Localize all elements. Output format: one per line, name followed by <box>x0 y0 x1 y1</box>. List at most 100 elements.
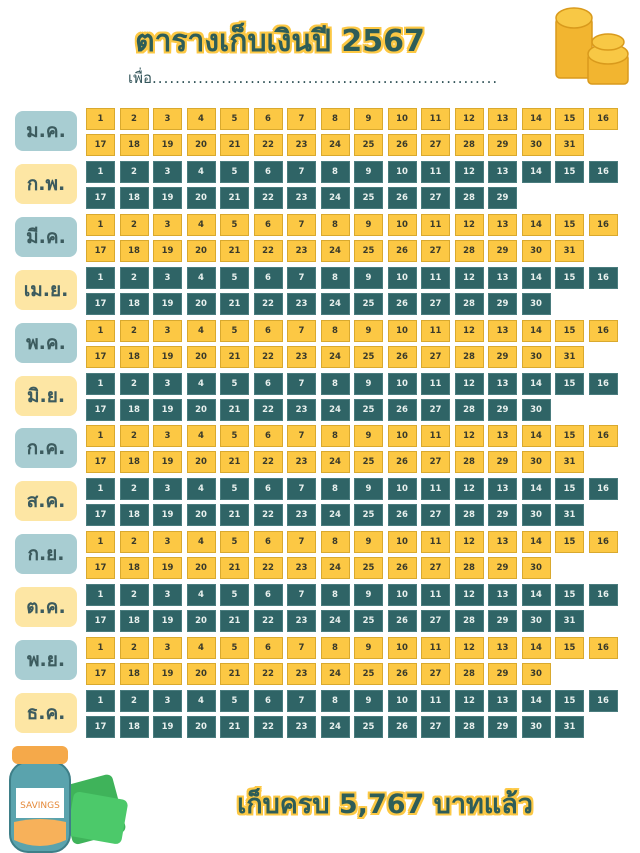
day-cell[interactable]: 4 <box>186 531 216 554</box>
day-cell[interactable]: 14 <box>521 584 551 607</box>
day-cell[interactable]: 16 <box>588 372 618 395</box>
day-cell[interactable]: 7 <box>287 319 316 342</box>
day-cell[interactable]: 19 <box>153 134 182 156</box>
day-cell[interactable]: 29 <box>488 292 517 315</box>
day-cell[interactable]: 31 <box>555 451 584 474</box>
day-cell[interactable]: 18 <box>119 398 149 421</box>
day-cell[interactable]: 30 <box>521 504 551 527</box>
day-cell[interactable]: 25 <box>354 610 383 633</box>
day-cell[interactable]: 19 <box>153 239 182 262</box>
day-cell[interactable]: 13 <box>488 478 517 501</box>
day-cell[interactable]: 25 <box>354 451 383 474</box>
day-cell[interactable]: 4 <box>186 213 216 236</box>
day-cell[interactable]: 28 <box>454 345 484 368</box>
day-cell[interactable]: 22 <box>253 610 283 633</box>
day-cell[interactable]: 19 <box>153 292 182 315</box>
day-cell[interactable]: 15 <box>555 319 584 342</box>
day-cell[interactable]: 3 <box>153 213 182 236</box>
day-cell[interactable]: 6 <box>253 266 283 289</box>
day-cell[interactable]: 11 <box>421 372 450 395</box>
day-cell[interactable]: 21 <box>220 239 249 262</box>
day-cell[interactable]: 5 <box>220 372 249 395</box>
day-cell[interactable]: 5 <box>220 425 249 448</box>
day-cell[interactable]: 27 <box>421 239 450 262</box>
day-cell[interactable]: 15 <box>555 637 584 659</box>
day-cell[interactable]: 26 <box>387 134 417 156</box>
day-cell[interactable]: 7 <box>287 584 316 607</box>
day-cell[interactable]: 6 <box>253 584 283 607</box>
day-cell[interactable]: 18 <box>119 557 149 580</box>
day-cell[interactable]: 5 <box>220 160 249 183</box>
day-cell[interactable]: 29 <box>488 239 517 262</box>
day-cell[interactable]: 17 <box>86 345 115 368</box>
day-cell[interactable]: 30 <box>521 663 551 685</box>
day-cell[interactable]: 21 <box>220 715 249 738</box>
day-cell[interactable]: 31 <box>555 239 584 262</box>
day-cell[interactable]: 8 <box>320 425 350 448</box>
day-cell[interactable]: 11 <box>421 108 450 130</box>
day-cell[interactable]: 31 <box>555 610 584 633</box>
day-cell[interactable]: 7 <box>287 108 316 130</box>
day-cell[interactable]: 1 <box>86 160 115 183</box>
day-cell[interactable]: 2 <box>119 425 149 448</box>
day-cell[interactable]: 21 <box>220 504 249 527</box>
day-cell[interactable]: 23 <box>287 557 316 580</box>
day-cell[interactable]: 20 <box>186 451 216 474</box>
day-cell[interactable]: 15 <box>555 108 584 130</box>
day-cell[interactable]: 28 <box>454 610 484 633</box>
day-cell[interactable]: 10 <box>387 637 417 659</box>
day-cell[interactable]: 23 <box>287 451 316 474</box>
day-cell[interactable]: 19 <box>153 504 182 527</box>
day-cell[interactable]: 8 <box>320 108 350 130</box>
day-cell[interactable]: 1 <box>86 266 115 289</box>
day-cell[interactable]: 2 <box>119 689 149 712</box>
day-cell[interactable]: 16 <box>588 108 618 130</box>
day-cell[interactable]: 9 <box>354 372 383 395</box>
day-cell[interactable]: 9 <box>354 319 383 342</box>
day-cell[interactable]: 11 <box>421 637 450 659</box>
day-cell[interactable]: 27 <box>421 610 450 633</box>
day-cell[interactable]: 1 <box>86 584 115 607</box>
day-cell[interactable]: 14 <box>521 319 551 342</box>
day-cell[interactable]: 27 <box>421 186 450 209</box>
day-cell[interactable]: 20 <box>186 610 216 633</box>
day-cell[interactable]: 30 <box>521 610 551 633</box>
day-cell[interactable]: 26 <box>387 239 417 262</box>
day-cell[interactable]: 24 <box>320 663 350 685</box>
day-cell[interactable]: 15 <box>555 372 584 395</box>
day-cell[interactable]: 11 <box>421 319 450 342</box>
day-cell[interactable]: 12 <box>454 689 484 712</box>
day-cell[interactable]: 13 <box>488 637 517 659</box>
day-cell[interactable]: 24 <box>320 398 350 421</box>
day-cell[interactable]: 21 <box>220 345 249 368</box>
day-cell[interactable]: 9 <box>354 478 383 501</box>
day-cell[interactable]: 24 <box>320 610 350 633</box>
day-cell[interactable]: 18 <box>119 451 149 474</box>
day-cell[interactable]: 20 <box>186 134 216 156</box>
day-cell[interactable]: 17 <box>86 610 115 633</box>
day-cell[interactable]: 24 <box>320 715 350 738</box>
day-cell[interactable]: 5 <box>220 266 249 289</box>
day-cell[interactable]: 11 <box>421 478 450 501</box>
day-cell[interactable]: 9 <box>354 160 383 183</box>
day-cell[interactable]: 6 <box>253 160 283 183</box>
day-cell[interactable]: 8 <box>320 637 350 659</box>
day-cell[interactable]: 20 <box>186 239 216 262</box>
day-cell[interactable]: 31 <box>555 504 584 527</box>
day-cell[interactable]: 23 <box>287 239 316 262</box>
day-cell[interactable]: 18 <box>119 292 149 315</box>
day-cell[interactable]: 12 <box>454 531 484 554</box>
day-cell[interactable]: 30 <box>521 715 551 738</box>
day-cell[interactable]: 12 <box>454 108 484 130</box>
day-cell[interactable]: 23 <box>287 186 316 209</box>
day-cell[interactable]: 12 <box>454 319 484 342</box>
day-cell[interactable]: 25 <box>354 134 383 156</box>
day-cell[interactable]: 14 <box>521 160 551 183</box>
day-cell[interactable]: 26 <box>387 663 417 685</box>
day-cell[interactable]: 2 <box>119 531 149 554</box>
day-cell[interactable]: 2 <box>119 108 149 130</box>
day-cell[interactable]: 6 <box>253 478 283 501</box>
day-cell[interactable]: 27 <box>421 663 450 685</box>
day-cell[interactable]: 6 <box>253 689 283 712</box>
day-cell[interactable]: 18 <box>119 239 149 262</box>
